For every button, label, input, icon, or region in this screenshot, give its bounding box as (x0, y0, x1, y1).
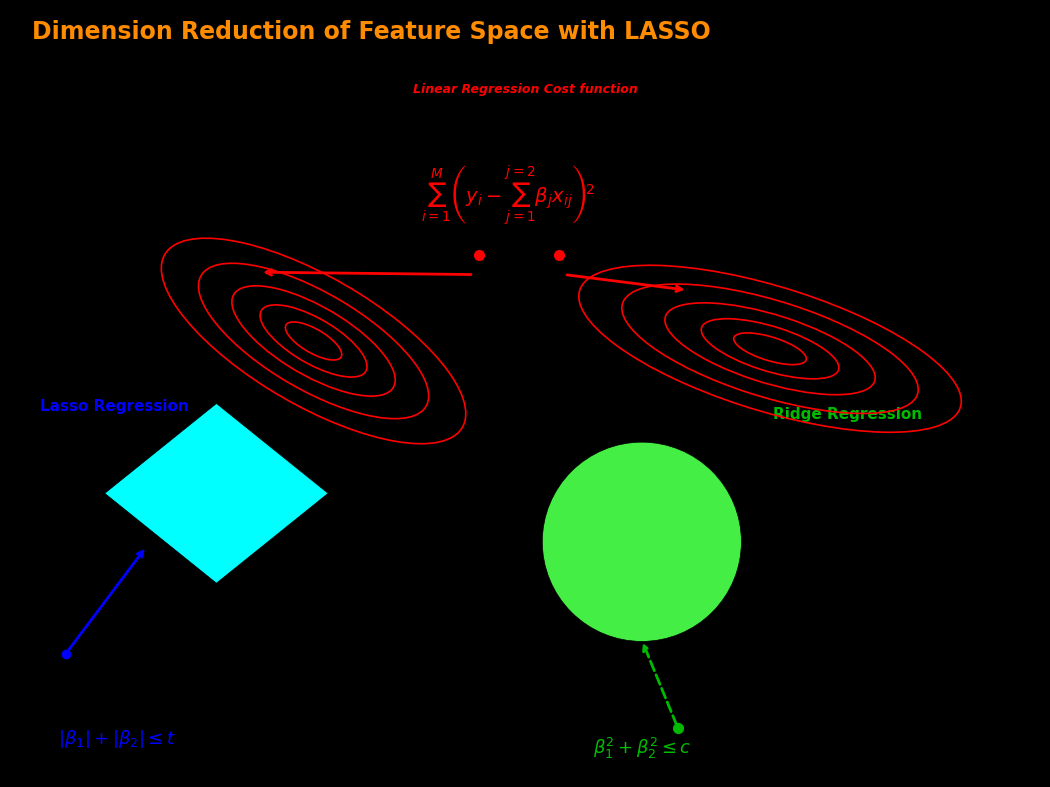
Text: $\beta_1$: $\beta_1$ (425, 494, 445, 516)
Polygon shape (105, 404, 329, 583)
Text: $\beta_1$: $\beta_1$ (910, 494, 930, 516)
Text: Linear Regression Cost function: Linear Regression Cost function (413, 83, 637, 96)
Text: Dimension Reduction of Feature Space with LASSO: Dimension Reduction of Feature Space wit… (32, 20, 710, 43)
Text: $\beta_2$: $\beta_2$ (622, 224, 643, 246)
Text: $\beta_1^2+\beta_2^2\leq c$: $\beta_1^2+\beta_2^2\leq c$ (593, 736, 692, 761)
Text: $|\beta_1|+|\beta_2|\leq t$: $|\beta_1|+|\beta_2|\leq t$ (58, 728, 175, 750)
Text: Ridge Regression: Ridge Regression (773, 407, 922, 422)
Text: Lasso Regression: Lasso Regression (40, 399, 188, 414)
Text: $\beta_2$: $\beta_2$ (185, 224, 205, 246)
Text: $\hat{\beta}$: $\hat{\beta}$ (730, 324, 742, 353)
Text: $\hat{\beta}$: $\hat{\beta}$ (270, 316, 282, 345)
Text: $\sum_{i=1}^{M}\left(y_i-\sum_{j=1}^{j=2}\beta_j x_{ij}\right)^{\!2}$: $\sum_{i=1}^{M}\left(y_i-\sum_{j=1}^{j=2… (421, 164, 594, 227)
Ellipse shape (542, 442, 741, 641)
